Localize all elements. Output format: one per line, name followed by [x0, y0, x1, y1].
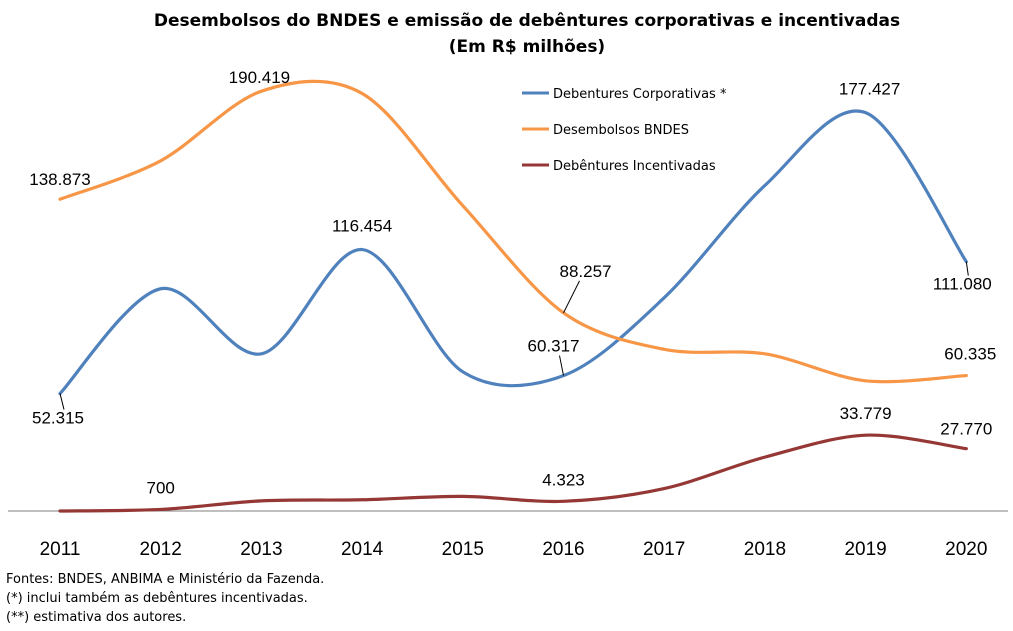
footnote-double-asterisk: (**) estimativa dos autores. — [6, 610, 187, 625]
footnote-sources: Fontes: BNDES, ANBIMA e Ministério da Fa… — [6, 572, 325, 587]
data-label-debentures-incentivadas-2020: 27.770 — [940, 420, 992, 439]
x-tick-label-2013: 2013 — [240, 539, 282, 560]
chart-footnotes: Fontes: BNDES, ANBIMA e Ministério da Fa… — [6, 570, 324, 627]
data-label-desembolsos-bndes-2020: 60.335 — [944, 345, 996, 364]
series-line-debentures-corporativas — [58, 109, 968, 396]
series-line-debentures-incentivadas — [58, 433, 968, 513]
data-label-debentures-corporativas-2014: 116.454 — [332, 217, 392, 236]
data-label-debentures-incentivadas-2012: 700 — [147, 478, 175, 497]
legend-label-debentures-incentivadas: Debêntures Incentivadas — [553, 159, 716, 174]
x-tick-label-2011: 2011 — [40, 539, 81, 560]
x-tick-label-2018: 2018 — [744, 539, 786, 560]
footnote-asterisk: (*) inclui também as debêntures incentiv… — [6, 591, 308, 606]
data-label-desembolsos-bndes-2013: 190.419 — [229, 68, 290, 87]
x-tick-label-2019: 2019 — [844, 539, 886, 560]
label-leader-line — [563, 280, 580, 314]
data-label-debentures-corporativas-2011: 52.315 — [32, 409, 84, 428]
x-tick-label-2015: 2015 — [442, 539, 484, 560]
legend-label-debentures-corporativas: Debentures Corporativas * — [553, 87, 727, 102]
chart-subtitle: (Em R$ milhões) — [449, 37, 605, 57]
series-line-desembolsos-bndes — [58, 79, 968, 384]
label-leader-line — [59, 393, 65, 410]
label-leader-line — [965, 261, 969, 276]
x-tick-label-2017: 2017 — [643, 539, 685, 560]
x-tick-label-2020: 2020 — [945, 539, 987, 560]
x-tick-label-2016: 2016 — [542, 539, 584, 560]
x-tick-label-2014: 2014 — [341, 539, 384, 560]
data-label-debentures-incentivadas-2019: 33.779 — [840, 404, 892, 423]
data-label-desembolsos-bndes-2016: 88.257 — [560, 262, 612, 281]
x-tick-label-2012: 2012 — [140, 539, 182, 560]
data-label-desembolsos-bndes-2011: 138.873 — [29, 170, 90, 189]
legend-label-desembolsos-bndes: Desembolsos BNDES — [553, 123, 689, 138]
data-label-debentures-corporativas-2020: 111.080 — [933, 275, 992, 294]
data-label-debentures-incentivadas-2016: 4.323 — [542, 470, 585, 489]
data-label-debentures-corporativas-2019: 177.427 — [839, 80, 900, 99]
label-leader-line — [559, 355, 564, 376]
data-label-debentures-corporativas-2016: 60.317 — [528, 337, 580, 356]
chart-title: Desembolsos do BNDES e emissão de debênt… — [154, 11, 900, 31]
